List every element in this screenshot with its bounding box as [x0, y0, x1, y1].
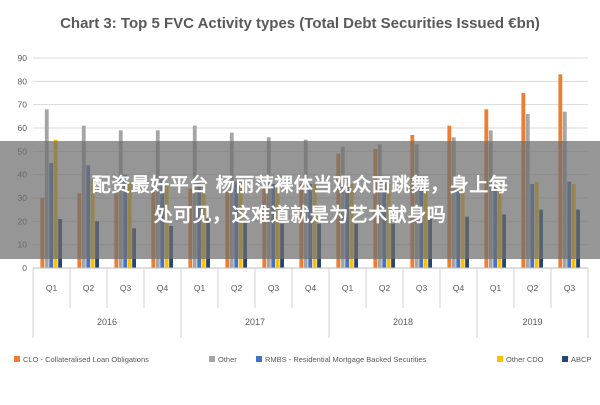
x-group-label: 2019 [522, 317, 542, 327]
legend-label: ABCP [571, 355, 591, 364]
overlay-line-2: 处可见，这难道就是为艺术献身吗 [153, 204, 447, 226]
legend-label: RMBS - Residential Mortgage Backed Secur… [265, 355, 427, 364]
legend-swatch [256, 356, 262, 362]
x-tick-label: Q4 [157, 283, 169, 293]
x-tick-label: Q3 [564, 283, 576, 293]
x-tick-label: Q2 [83, 283, 95, 293]
legend-swatch [562, 356, 568, 362]
x-group-label: 2016 [97, 317, 117, 327]
x-tick-label: Q2 [527, 283, 539, 293]
x-group-label: 2017 [245, 317, 265, 327]
legend-label: CLO - Collateralised Loan Obligations [23, 355, 149, 364]
overlay-line-1: 配资最好平台 杨丽萍裸体当观众面跳舞，身上每 [91, 174, 509, 196]
x-tick-label: Q1 [46, 283, 58, 293]
y-tick-label: 80 [18, 76, 28, 86]
overlay-banner: 配资最好平台 杨丽萍裸体当观众面跳舞，身上每 处可见，这难道就是为艺术献身吗 [0, 141, 600, 259]
x-tick-label: Q1 [342, 283, 354, 293]
y-tick-label: 60 [18, 123, 28, 133]
x-tick-label: Q3 [268, 283, 280, 293]
x-tick-label: Q1 [490, 283, 502, 293]
overlay-text: 配资最好平台 杨丽萍裸体当观众面跳舞，身上每 处可见，这难道就是为艺术献身吗 [15, 170, 585, 230]
y-tick-label: 70 [18, 100, 28, 110]
legend-label: Other [218, 355, 237, 364]
y-tick-label: 0 [22, 263, 27, 273]
legend-swatch [497, 356, 503, 362]
x-tick-label: Q2 [379, 283, 391, 293]
x-tick-label: Q3 [416, 283, 428, 293]
legend-swatch [14, 356, 20, 362]
legend-label: Other CDO [506, 355, 544, 364]
y-tick-label: 90 [18, 53, 28, 63]
legend-swatch [209, 356, 215, 362]
chart-title: Chart 3: Top 5 FVC Activity types (Total… [60, 15, 540, 32]
x-tick-label: Q3 [120, 283, 132, 293]
x-tick-label: Q4 [305, 283, 317, 293]
x-tick-label: Q4 [453, 283, 465, 293]
x-tick-label: Q2 [231, 283, 243, 293]
x-group-label: 2018 [393, 317, 413, 327]
x-tick-label: Q1 [194, 283, 206, 293]
